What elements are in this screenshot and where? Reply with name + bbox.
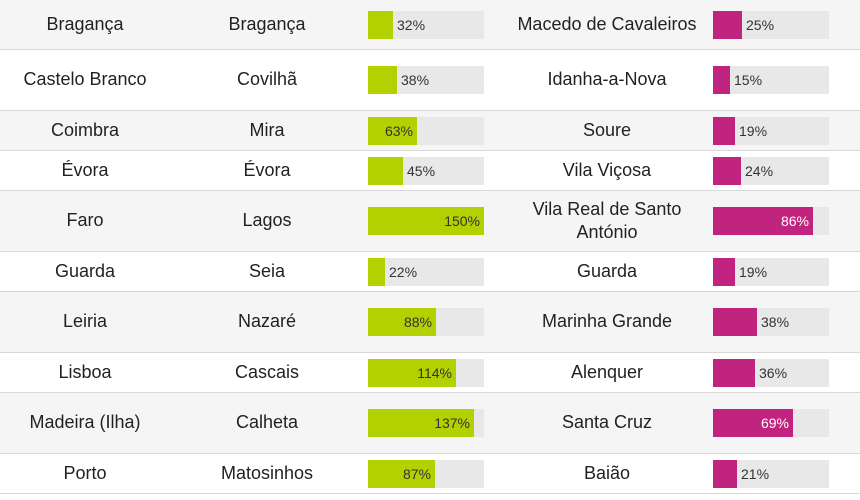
percent-label-a: 114% [417, 364, 452, 381]
table-row: Guarda Seia 22% Guarda 19% [0, 252, 860, 292]
district-cell: Porto [63, 462, 107, 483]
percent-label-a: 88% [403, 314, 432, 330]
municipality-a-cell: Matosinhos [220, 462, 314, 483]
percent-label-b: 69% [760, 415, 789, 431]
bar-fill-b [713, 116, 735, 145]
district-cell: Lisboa [58, 361, 112, 382]
percent-label-b: 19% [739, 122, 768, 139]
percent-label-a: 137% [434, 415, 470, 431]
municipality-a-cell: Calheta [235, 412, 299, 433]
bar-fill-b [713, 459, 737, 488]
bar-fill-b [713, 409, 793, 437]
percent-label-b: 19% [739, 263, 768, 280]
bar-fill-b [713, 358, 755, 387]
bar-fill-a [368, 10, 393, 39]
municipality-a-cell: Évora [243, 159, 291, 180]
municipality-a-cell: Cascais [234, 361, 300, 382]
municipality-a-cell: Lagos [242, 210, 292, 231]
bar-fill-a [368, 459, 435, 488]
bar-fill-a [368, 257, 385, 286]
table-row: Castelo Branco Covilhã 38% Idanha-a-Nova 15% [0, 50, 860, 111]
municipality-a-cell: Nazaré [237, 311, 297, 332]
percent-label-b: 24% [745, 162, 774, 179]
district-cell: Faro [66, 210, 104, 231]
municipality-b-cell: Idanha-a-Nova [547, 69, 667, 90]
district-cell: Coimbra [50, 119, 120, 140]
percent-label-b: 25% [746, 16, 775, 33]
municipality-b-cell: Soure [582, 119, 632, 140]
bar-fill-a [368, 409, 474, 437]
bar-fill-a [368, 358, 456, 387]
bar-fill-b [713, 207, 813, 235]
table-row: Lisboa Cascais 114% Alenquer 36% [0, 353, 860, 393]
bar-fill-a [368, 207, 484, 235]
municipality-b-cell: Baião [583, 462, 631, 483]
bar-fill-b [713, 10, 742, 39]
bar-fill-a [368, 156, 403, 185]
bar-track [713, 66, 829, 94]
table-row: Évora Évora 45% Vila Viçosa 24% [0, 151, 860, 191]
bar-fill-b [713, 308, 757, 336]
municipality-b-cell: Vila Real de Santo António [532, 198, 682, 242]
municipality-a-cell: Bragança [228, 13, 306, 34]
municipality-b-cell: Guarda [576, 260, 638, 281]
percent-label-a: 45% [407, 162, 436, 179]
table-row: Coimbra Mira 63% Soure 19% [0, 111, 860, 151]
percent-label-a: 150% [444, 213, 480, 229]
table-row: Leiria Nazaré 88% Marinha Grande 38% [0, 292, 860, 353]
municipality-b-cell: Santa Cruz [561, 412, 653, 433]
percent-label-a: 63% [384, 122, 413, 139]
municipality-b-cell: Marinha Grande [541, 311, 673, 332]
table-row: Bragança Bragança 32% Macedo de Cavaleiros 2… [0, 0, 860, 50]
percent-label-a: 22% [389, 263, 418, 280]
bar-fill-a [368, 308, 436, 336]
percent-label-a: 87% [402, 465, 431, 482]
district-cell: Guarda [54, 260, 116, 281]
municipality-a-cell: Covilhã [236, 69, 298, 90]
municipality-a-cell: Mira [249, 119, 285, 140]
bar-fill-b [713, 66, 730, 94]
percent-label-b: 21% [741, 465, 770, 482]
municipality-b-cell: Alenquer [570, 361, 644, 382]
table-row: Porto Matosinhos 87% Baião 21% [0, 454, 860, 494]
bar-fill-a [368, 116, 417, 145]
bar-fill-a [368, 66, 397, 94]
district-cell: Castelo Branco [23, 69, 147, 90]
table-row: Madeira (Ilha) Calheta 137% Santa Cruz 69% [0, 393, 860, 454]
percent-label-b: 38% [761, 314, 790, 330]
percent-label-b: 86% [780, 213, 809, 229]
district-cell: Leiria [62, 311, 108, 332]
percent-label-a: 32% [397, 16, 426, 33]
municipality-b-cell: Macedo de Cavaleiros [517, 13, 697, 34]
percent-label-a: 38% [401, 72, 430, 88]
bar-track [368, 257, 484, 286]
district-cell: Bragança [46, 13, 124, 34]
district-cell: Madeira (Ilha) [29, 412, 141, 433]
district-cell: Évora [61, 159, 109, 180]
percent-label-b: 36% [759, 364, 788, 381]
municipality-a-cell: Seia [248, 260, 286, 281]
municipality-b-cell: Vila Viçosa [562, 159, 652, 180]
bar-fill-b [713, 156, 741, 185]
bar-fill-b [713, 257, 735, 286]
percent-label-b: 15% [734, 72, 763, 88]
table-row: Faro Lagos 150% Vila Real de Santo António 8… [0, 191, 860, 252]
